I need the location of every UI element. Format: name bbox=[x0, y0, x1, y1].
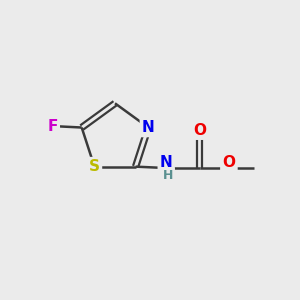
Text: H: H bbox=[163, 169, 173, 182]
Text: N: N bbox=[160, 155, 172, 170]
Text: O: O bbox=[222, 155, 236, 170]
Text: O: O bbox=[193, 123, 206, 138]
Text: S: S bbox=[89, 159, 100, 174]
Text: F: F bbox=[47, 118, 58, 134]
Text: N: N bbox=[142, 120, 155, 135]
